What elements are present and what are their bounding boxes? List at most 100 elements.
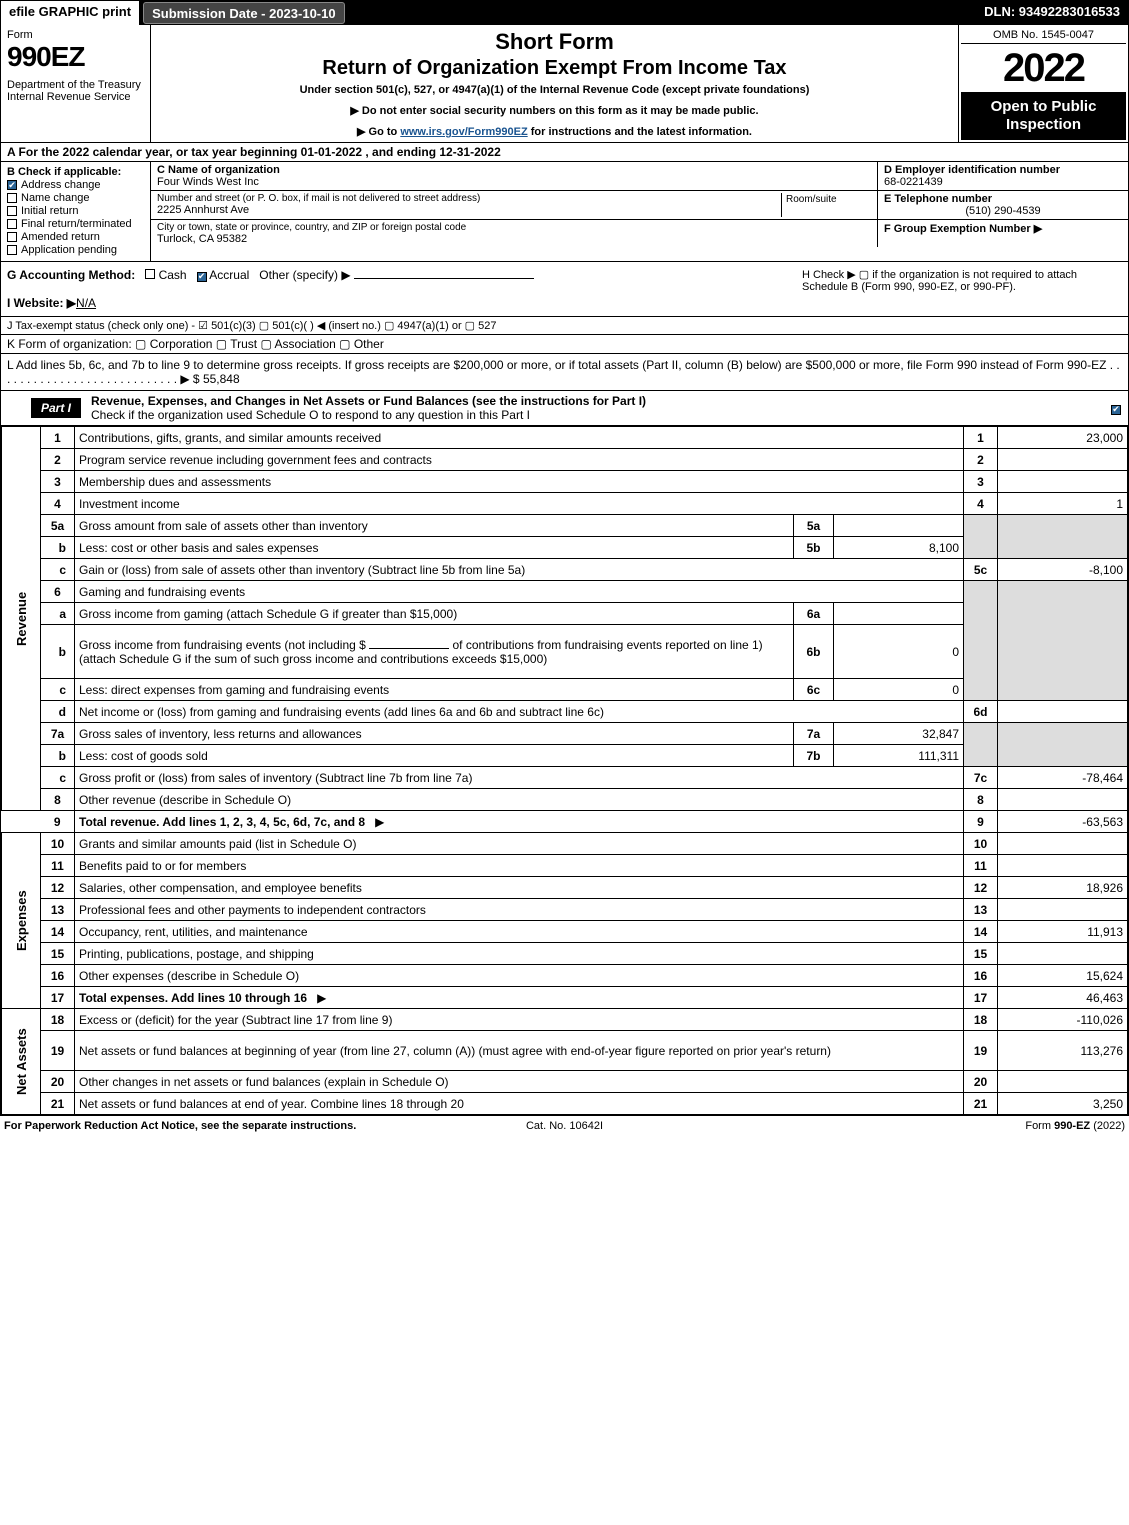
check-amended-return[interactable]: Amended return: [7, 231, 144, 243]
check-initial-return[interactable]: Initial return: [7, 205, 144, 217]
check-final-return[interactable]: Final return/terminated: [7, 218, 144, 230]
res-num: 11: [964, 855, 998, 877]
line-num: a: [41, 603, 75, 625]
header-center: Short Form Return of Organization Exempt…: [151, 25, 958, 142]
line-num: 20: [41, 1071, 75, 1093]
irs-link[interactable]: www.irs.gov/Form990EZ: [400, 126, 527, 138]
row-k: K Form of organization: ▢ Corporation ▢ …: [1, 335, 1128, 354]
line-desc: Gross sales of inventory, less returns a…: [75, 723, 794, 745]
row-a-tax-year: A For the 2022 calendar year, or tax yea…: [1, 143, 1128, 162]
res-val: 3,250: [998, 1093, 1128, 1115]
department: Department of the Treasury Internal Reve…: [7, 79, 144, 103]
line-desc: Other changes in net assets or fund bala…: [75, 1071, 964, 1093]
table-row: Revenue 1 Contributions, gifts, grants, …: [2, 427, 1128, 449]
check-name-change[interactable]: Name change: [7, 192, 144, 204]
dln: DLN: 93492283016533: [976, 1, 1128, 25]
line-desc: Net assets or fund balances at beginning…: [75, 1031, 964, 1071]
res-val: [998, 1071, 1128, 1093]
table-row: 13 Professional fees and other payments …: [2, 899, 1128, 921]
sub-label: 5a: [794, 515, 834, 537]
city-label: City or town, state or province, country…: [157, 222, 871, 233]
res-num: 12: [964, 877, 998, 899]
checkbox-icon[interactable]: [145, 269, 155, 279]
line-desc: Total revenue. Add lines 1, 2, 3, 4, 5c,…: [75, 811, 964, 833]
section-bcdef: B Check if applicable: Address change Na…: [1, 162, 1128, 262]
line-desc: Less: direct expenses from gaming and fu…: [75, 679, 794, 701]
res-num: 9: [964, 811, 998, 833]
table-row: 2 Program service revenue including gove…: [2, 449, 1128, 471]
part1-label: Part I: [31, 398, 81, 418]
side-blank: [2, 811, 41, 833]
line-desc: Grants and similar amounts paid (list in…: [75, 833, 964, 855]
tel-label: E Telephone number: [884, 193, 1122, 205]
city-value: Turlock, CA 95382: [157, 233, 247, 245]
check-address-change[interactable]: Address change: [7, 179, 144, 191]
table-row: 11 Benefits paid to or for members 11: [2, 855, 1128, 877]
topbar: efile GRAPHIC print Submission Date - 20…: [1, 1, 1128, 25]
line-desc: Professional fees and other payments to …: [75, 899, 964, 921]
check-application-pending[interactable]: Application pending: [7, 244, 144, 256]
checkbox-icon[interactable]: [197, 272, 207, 282]
res-val: 18,926: [998, 877, 1128, 899]
line-desc: Less: cost or other basis and sales expe…: [75, 537, 794, 559]
res-val: -110,026: [998, 1009, 1128, 1031]
accounting-method: G Accounting Method: Cash Accrual Other …: [7, 268, 802, 310]
res-num: 13: [964, 899, 998, 921]
street-label: Number and street (or P. O. box, if mail…: [157, 193, 781, 204]
res-val: [998, 855, 1128, 877]
org-name-label: C Name of organization: [157, 164, 871, 176]
sub-val: [834, 603, 964, 625]
open-public: Open to Public Inspection: [961, 92, 1126, 140]
line-desc: Contributions, gifts, grants, and simila…: [75, 427, 964, 449]
row-l-text: L Add lines 5b, 6c, and 7b to line 9 to …: [7, 358, 1120, 386]
res-val: [998, 701, 1128, 723]
res-num: 16: [964, 965, 998, 987]
res-num: 5c: [964, 559, 998, 581]
res-num: 6d: [964, 701, 998, 723]
table-row: 7a Gross sales of inventory, less return…: [2, 723, 1128, 745]
line-num: 2: [41, 449, 75, 471]
line-desc: Excess or (deficit) for the year (Subtra…: [75, 1009, 964, 1031]
res-num: 19: [964, 1031, 998, 1071]
line-num: 19: [41, 1031, 75, 1071]
part1-check[interactable]: [1104, 401, 1128, 415]
group-cell: F Group Exemption Number ▶: [878, 220, 1128, 247]
part1-bar: Part I Revenue, Expenses, and Changes in…: [1, 391, 1128, 426]
res-val: 11,913: [998, 921, 1128, 943]
line-num: 15: [41, 943, 75, 965]
table-row: c Gross profit or (loss) from sales of i…: [2, 767, 1128, 789]
cash-label: Cash: [159, 268, 187, 282]
table-row: Net Assets 18 Excess or (deficit) for th…: [2, 1009, 1128, 1031]
line-num: 5a: [41, 515, 75, 537]
line-num: 11: [41, 855, 75, 877]
shade-cell: [964, 723, 998, 767]
row-j: J Tax-exempt status (check only one) - ☑…: [1, 317, 1128, 335]
footer-r-post: (2022): [1090, 1120, 1125, 1132]
table-row: 5a Gross amount from sale of assets othe…: [2, 515, 1128, 537]
l17-desc: Total expenses. Add lines 10 through 16: [79, 991, 307, 1005]
res-num: 17: [964, 987, 998, 1009]
line-num: c: [41, 559, 75, 581]
line-desc: Gross amount from sale of assets other t…: [75, 515, 794, 537]
line-num: c: [41, 679, 75, 701]
accrual-label: Accrual: [209, 268, 249, 282]
res-val: 113,276: [998, 1031, 1128, 1071]
line-num: d: [41, 701, 75, 723]
res-val: -63,563: [998, 811, 1128, 833]
line-desc: Salaries, other compensation, and employ…: [75, 877, 964, 899]
line-num: 18: [41, 1009, 75, 1031]
res-num: 7c: [964, 767, 998, 789]
line-num: 7a: [41, 723, 75, 745]
table-row: 14 Occupancy, rent, utilities, and maint…: [2, 921, 1128, 943]
line-num: b: [41, 745, 75, 767]
subtitle: Under section 501(c), 527, or 4947(a)(1)…: [157, 84, 952, 96]
financial-table: Revenue 1 Contributions, gifts, grants, …: [1, 426, 1128, 1115]
sub-label: 7a: [794, 723, 834, 745]
efile-label: efile GRAPHIC print: [1, 1, 141, 25]
shade-cell: [964, 581, 998, 701]
table-row: 12 Salaries, other compensation, and emp…: [2, 877, 1128, 899]
col-b: B Check if applicable: Address change Na…: [1, 162, 151, 261]
line-desc: Investment income: [75, 493, 964, 515]
line-desc: Gross income from gaming (attach Schedul…: [75, 603, 794, 625]
res-num: 10: [964, 833, 998, 855]
